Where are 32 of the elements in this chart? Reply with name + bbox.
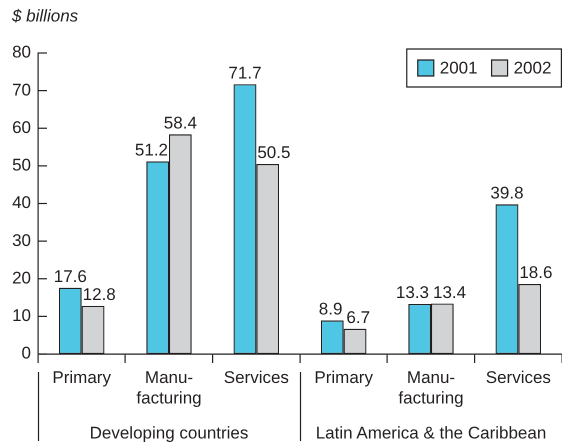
y-tick-label: 80 — [12, 42, 31, 62]
data-label: 18.6 — [519, 263, 552, 282]
x-tick-label: Manu- facturing — [136, 368, 202, 408]
y-axis-title: $ billions — [11, 6, 79, 26]
data-label: 13.3 — [396, 283, 430, 302]
y-tick-label: 40 — [12, 193, 31, 212]
y-tick-label: 30 — [12, 230, 31, 250]
y-tick-label: 10 — [12, 306, 31, 326]
text: Developing countries — [90, 424, 248, 443]
data-label: 51.2 — [134, 140, 168, 160]
y-tick-label: 60 — [12, 118, 31, 137]
text: Latin America & the Caribbean — [316, 424, 546, 443]
y-tick-label: 50 — [12, 156, 31, 175]
data-label: 6.7 — [346, 308, 370, 327]
data-label: 17.6 — [54, 266, 87, 286]
x-tick-label: Primary — [314, 368, 374, 387]
y-tick-label: 0 — [22, 344, 31, 363]
x-tick-label: Services — [486, 368, 551, 387]
y-tick-label: 20 — [12, 268, 31, 288]
legend-label: 2002 — [514, 58, 552, 78]
y-tick-label: 70 — [12, 80, 31, 100]
data-label: 12.8 — [82, 285, 116, 304]
data-label: 8.9 — [318, 300, 342, 319]
data-label: 13.4 — [432, 282, 466, 302]
x-tick-label: Services — [224, 368, 289, 387]
legend-label: 2001 — [440, 58, 478, 78]
data-label: 39.8 — [490, 183, 524, 202]
x-tick-label: Primary — [52, 368, 112, 387]
data-label: 58.4 — [164, 113, 197, 132]
data-label: 50.5 — [257, 143, 290, 162]
data-label: 71.7 — [228, 63, 262, 82]
x-tick-label: Manu- facturing — [398, 368, 464, 408]
